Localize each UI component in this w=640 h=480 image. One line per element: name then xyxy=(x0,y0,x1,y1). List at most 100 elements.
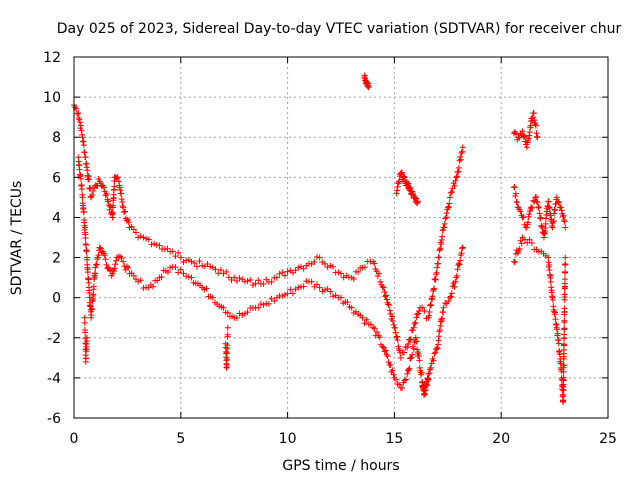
data-point xyxy=(408,354,415,361)
data-point xyxy=(252,280,259,287)
data-point xyxy=(393,333,400,340)
y-tick-label: -2 xyxy=(47,331,61,347)
data-point xyxy=(561,276,568,283)
data-point xyxy=(175,269,182,276)
data-point xyxy=(384,353,391,360)
data-point xyxy=(561,291,568,298)
data-point xyxy=(454,266,461,273)
data-point xyxy=(390,371,397,378)
data-point xyxy=(393,334,400,341)
data-point xyxy=(284,290,291,297)
data-point xyxy=(406,365,413,372)
data-point xyxy=(89,191,96,198)
data-point xyxy=(386,307,393,314)
data-point xyxy=(446,194,453,201)
data-point xyxy=(534,199,541,206)
data-point xyxy=(355,268,362,275)
data-point xyxy=(453,272,460,279)
data-point xyxy=(289,269,296,276)
data-point xyxy=(531,117,538,124)
data-point xyxy=(300,265,307,272)
data-point xyxy=(123,263,130,270)
data-point xyxy=(413,199,420,206)
data-point xyxy=(535,204,542,211)
data-point xyxy=(547,212,554,219)
data-point xyxy=(421,390,428,397)
data-point xyxy=(409,188,416,195)
data-point xyxy=(140,234,147,241)
data-point xyxy=(80,209,87,216)
data-point xyxy=(390,321,397,328)
data-point xyxy=(85,176,92,183)
data-point xyxy=(407,185,414,192)
data-point xyxy=(121,208,128,215)
data-point xyxy=(534,134,541,141)
data-point xyxy=(513,131,520,138)
data-point xyxy=(78,127,85,134)
data-point xyxy=(172,253,179,260)
data-point xyxy=(78,186,85,193)
data-point xyxy=(287,286,294,293)
data-point xyxy=(249,282,256,289)
data-point xyxy=(110,268,117,275)
data-point xyxy=(560,212,567,219)
data-point xyxy=(528,118,535,125)
data-point xyxy=(76,116,83,123)
data-point xyxy=(233,278,240,285)
data-point xyxy=(241,278,248,285)
data-point xyxy=(426,370,433,377)
data-point xyxy=(561,305,568,312)
data-point xyxy=(233,315,240,322)
data-point xyxy=(329,293,336,300)
data-point xyxy=(177,266,184,273)
data-point xyxy=(292,286,299,293)
data-point xyxy=(231,274,238,281)
data-point xyxy=(321,260,328,267)
data-point xyxy=(311,258,318,265)
data-point xyxy=(394,183,401,190)
data-point xyxy=(348,304,355,311)
data-point xyxy=(308,278,315,285)
data-point xyxy=(284,268,291,275)
data-point xyxy=(359,314,366,321)
data-point xyxy=(459,245,466,252)
data-point xyxy=(407,355,414,362)
data-point xyxy=(409,351,416,358)
data-point xyxy=(135,234,142,241)
data-point xyxy=(554,326,561,333)
data-point xyxy=(177,254,184,261)
data-point xyxy=(350,276,357,283)
x-tick-label: 25 xyxy=(599,431,617,447)
data-point xyxy=(429,296,436,303)
data-point xyxy=(95,252,102,259)
data-point xyxy=(130,272,137,279)
data-point xyxy=(512,190,519,197)
data-point xyxy=(140,285,147,292)
data-point xyxy=(516,245,523,252)
data-point xyxy=(404,181,411,188)
x-tick-label: 15 xyxy=(385,431,403,447)
data-point xyxy=(451,283,458,290)
data-point xyxy=(430,357,437,364)
data-point xyxy=(560,392,567,399)
data-point xyxy=(151,240,158,247)
data-point xyxy=(446,294,453,301)
data-point xyxy=(446,200,453,207)
data-point xyxy=(376,334,383,341)
data-point xyxy=(383,292,390,299)
data-point xyxy=(120,258,127,265)
data-point xyxy=(183,273,190,280)
data-point xyxy=(77,122,84,129)
data-point xyxy=(440,304,447,311)
data-point xyxy=(398,169,405,176)
data-point xyxy=(379,343,386,350)
y-tick-label: -4 xyxy=(47,371,61,387)
data-point xyxy=(338,294,344,301)
x-tick-label: 0 xyxy=(70,431,79,447)
data-point xyxy=(418,369,425,376)
data-point xyxy=(112,261,119,268)
data-point xyxy=(380,284,387,291)
data-point xyxy=(257,301,264,308)
data-point xyxy=(433,269,440,276)
